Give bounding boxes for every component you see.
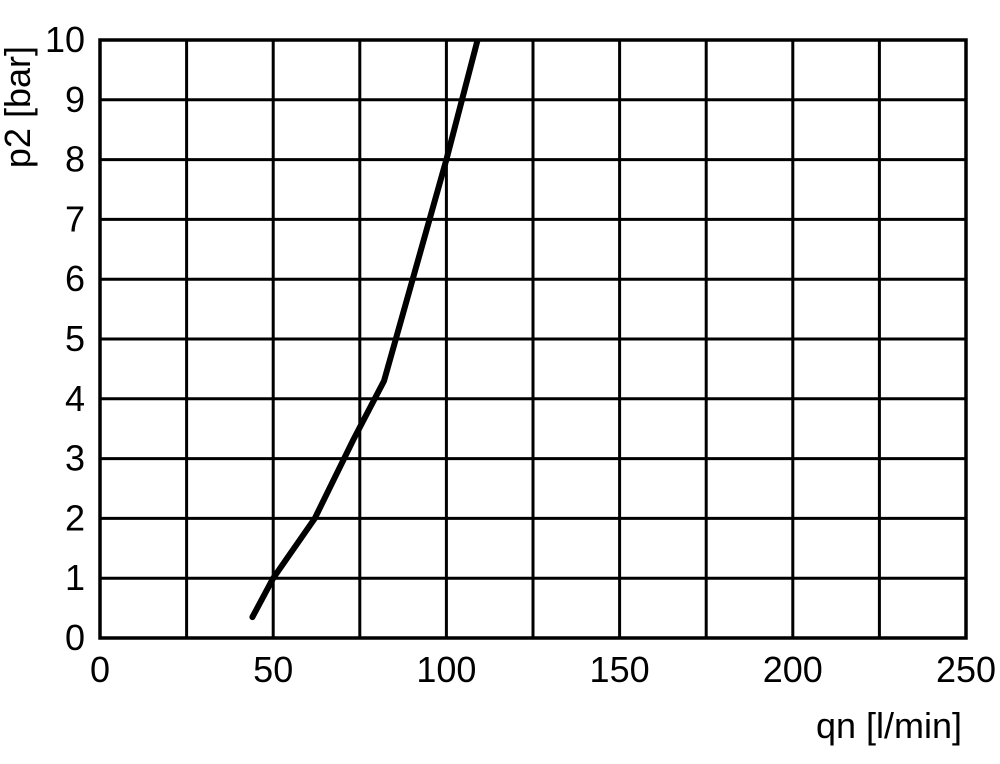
pressure-flow-chart: 0 50 100 150 200 250 0 1 2 3 4 5 6 7 8 9 10 qn [l/min] p2 … [0,0,1000,764]
chart-container: 0 50 100 150 200 250 0 1 2 3 4 5 6 7 8 9 10 qn [l/min] p2 … [0,0,1000,764]
y-tick-label: 8 [65,139,85,180]
x-axis-label: qn [l/min] [816,705,962,746]
x-tick-label: 0 [90,649,110,690]
x-tick-label: 200 [763,649,823,690]
x-tick-label: 50 [253,649,293,690]
y-axis-label: p2 [bar] [0,46,38,168]
y-tick-label: 9 [65,79,85,120]
x-tick-label: 150 [590,649,650,690]
y-tick-label: 4 [65,378,85,419]
y-tick-label: 0 [65,617,85,658]
y-tick-label: 5 [65,318,85,359]
y-tick-label: 1 [65,557,85,598]
y-tick-label: 7 [65,198,85,239]
y-tick-label: 10 [45,19,85,60]
y-tick-label: 3 [65,438,85,479]
x-tick-label: 250 [936,649,996,690]
x-tick-label: 100 [416,649,476,690]
y-tick-label: 2 [65,497,85,538]
y-tick-label: 6 [65,258,85,299]
